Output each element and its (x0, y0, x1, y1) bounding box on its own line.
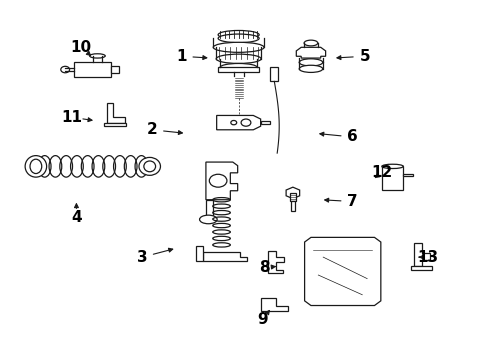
Ellipse shape (220, 63, 257, 71)
Text: 10: 10 (71, 40, 92, 55)
Text: 5: 5 (359, 49, 370, 64)
Polygon shape (305, 237, 381, 306)
Ellipse shape (231, 121, 237, 125)
Polygon shape (74, 62, 111, 77)
Ellipse shape (30, 159, 42, 174)
Ellipse shape (213, 42, 264, 52)
Text: 6: 6 (347, 130, 358, 144)
Text: 4: 4 (71, 210, 82, 225)
Polygon shape (206, 200, 213, 220)
Bar (382, 166, 403, 190)
Polygon shape (296, 47, 326, 58)
Ellipse shape (91, 64, 106, 75)
Polygon shape (107, 103, 125, 123)
Polygon shape (261, 298, 288, 311)
Polygon shape (203, 252, 247, 261)
Text: 13: 13 (417, 249, 439, 265)
Ellipse shape (218, 34, 259, 42)
Polygon shape (414, 243, 430, 266)
Polygon shape (261, 121, 270, 125)
Ellipse shape (199, 215, 217, 224)
Ellipse shape (304, 40, 318, 46)
Ellipse shape (77, 64, 93, 75)
Ellipse shape (382, 164, 403, 168)
Ellipse shape (241, 119, 251, 126)
Ellipse shape (144, 161, 156, 172)
Polygon shape (206, 162, 238, 200)
Text: 12: 12 (371, 165, 392, 180)
Bar (290, 193, 296, 201)
Polygon shape (411, 266, 432, 270)
Text: 3: 3 (137, 249, 147, 265)
Ellipse shape (299, 59, 323, 66)
Polygon shape (286, 187, 300, 199)
Ellipse shape (90, 54, 105, 58)
Polygon shape (403, 174, 413, 176)
Ellipse shape (81, 67, 89, 72)
Text: 1: 1 (176, 49, 187, 64)
Polygon shape (196, 246, 203, 261)
Polygon shape (218, 67, 259, 72)
Ellipse shape (299, 65, 323, 72)
Polygon shape (111, 66, 119, 73)
Ellipse shape (95, 67, 102, 72)
Ellipse shape (216, 54, 261, 63)
Bar (270, 67, 278, 81)
Ellipse shape (61, 66, 70, 73)
Ellipse shape (209, 174, 227, 187)
Text: 9: 9 (257, 312, 268, 327)
Polygon shape (269, 251, 284, 273)
Text: 8: 8 (259, 260, 270, 275)
Ellipse shape (139, 157, 160, 175)
Ellipse shape (25, 156, 47, 177)
Text: 7: 7 (347, 194, 358, 209)
Polygon shape (217, 116, 261, 130)
Text: 2: 2 (147, 122, 158, 137)
Ellipse shape (218, 31, 259, 39)
Bar (291, 201, 295, 211)
Text: 11: 11 (61, 110, 82, 125)
Polygon shape (104, 123, 126, 126)
